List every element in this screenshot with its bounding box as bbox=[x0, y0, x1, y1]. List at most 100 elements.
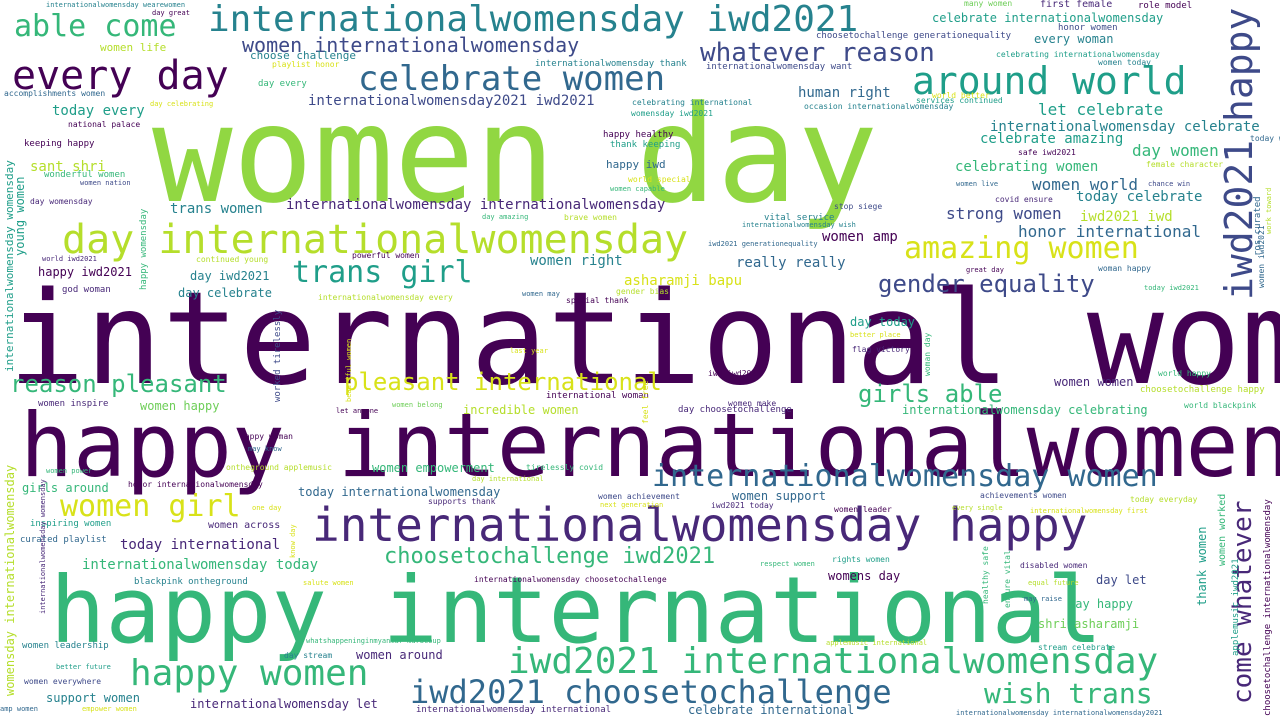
word: blackpink ontheground bbox=[134, 577, 248, 587]
word: beautiful women bbox=[345, 338, 353, 402]
word: girls around bbox=[22, 481, 109, 495]
word: international women bbox=[8, 265, 1280, 414]
word: keeping happy bbox=[24, 139, 95, 149]
word: women women bbox=[1054, 375, 1134, 389]
word: women everywhere bbox=[24, 677, 102, 686]
word: last year bbox=[510, 347, 548, 355]
word: young women bbox=[13, 176, 27, 256]
word: day every bbox=[258, 79, 307, 89]
word: day celebrating bbox=[150, 100, 214, 108]
word: women may bbox=[522, 290, 560, 298]
word: better place bbox=[850, 331, 901, 339]
word: thank women bbox=[1195, 526, 1209, 606]
word: disabled women bbox=[1020, 561, 1088, 570]
word: happy bbox=[1217, 7, 1261, 122]
word: womensday internationalwomensday bbox=[3, 464, 17, 696]
word: incredible women bbox=[463, 403, 579, 417]
word: women leader bbox=[834, 505, 892, 514]
word: happy womensday bbox=[139, 208, 149, 290]
word: better future bbox=[56, 663, 111, 671]
word: women leadership bbox=[22, 641, 109, 651]
word: today celebrate bbox=[1076, 189, 1203, 205]
word: internationalwomensday celebrating bbox=[902, 403, 1148, 417]
word: internationalwomensday thank bbox=[535, 59, 687, 69]
word: great day bbox=[966, 266, 1004, 274]
word: day international bbox=[472, 475, 544, 483]
word: safe iwd2021 bbox=[1018, 148, 1076, 157]
word: honor women bbox=[1058, 23, 1118, 33]
word: day internationalwomensday bbox=[62, 217, 689, 263]
word: day happy bbox=[1068, 597, 1134, 611]
word: playlist honor bbox=[272, 60, 340, 69]
word: women live bbox=[956, 180, 999, 188]
word: celebrate amazing bbox=[980, 131, 1124, 147]
word: girls able bbox=[858, 380, 1003, 408]
word: day choosetochallenge bbox=[678, 405, 792, 415]
word: happy internationalwomensday bbox=[20, 394, 1280, 497]
word: international woman bbox=[546, 391, 649, 401]
word: day today bbox=[850, 315, 916, 329]
word: happy women bbox=[130, 653, 369, 694]
word: women life bbox=[100, 41, 167, 54]
word: women amp bbox=[822, 229, 898, 245]
word: today every bbox=[52, 103, 145, 119]
word: thank keeping bbox=[610, 140, 681, 150]
word: internationalwomensday want bbox=[706, 62, 853, 72]
word: healthy safe bbox=[981, 546, 990, 604]
word: today internationalwomensday bbox=[298, 485, 501, 499]
word: day great bbox=[152, 9, 190, 17]
word: respect women bbox=[760, 560, 815, 568]
word: women around bbox=[356, 648, 443, 662]
word: trans women bbox=[170, 201, 263, 217]
word: amp women bbox=[0, 705, 38, 713]
word: day amazing bbox=[482, 213, 529, 221]
word: internationalwomensday international bbox=[416, 705, 612, 715]
word: women day bbox=[152, 77, 879, 233]
word: inspiring women bbox=[30, 519, 112, 529]
word: curated playlist bbox=[20, 535, 107, 545]
word: shri asharamji bbox=[1038, 617, 1140, 631]
word: world blackpink bbox=[1184, 401, 1257, 410]
word: choosetochallenge happy bbox=[1140, 385, 1265, 395]
word: special thank bbox=[566, 296, 629, 305]
word: applemusic iwd2021 bbox=[1231, 558, 1241, 656]
word: human right bbox=[798, 85, 891, 101]
word: women internationalwomensday bbox=[242, 33, 580, 57]
word: internationalwomensday wearewomen bbox=[46, 1, 186, 9]
word: women right bbox=[530, 253, 623, 269]
word: celebrate women bbox=[358, 59, 666, 99]
word: women happy bbox=[140, 399, 220, 413]
word: ensure vital bbox=[1003, 550, 1012, 608]
word: whatshappeninginmyanmar mar8coup bbox=[306, 637, 441, 645]
word: pleasant international bbox=[344, 368, 662, 396]
word: today iwd2021 bbox=[1144, 284, 1199, 292]
word: continued young bbox=[196, 255, 269, 264]
word: ontheground applemusic bbox=[226, 463, 332, 472]
word: happy iwd2021 bbox=[38, 265, 132, 279]
word: next generation bbox=[600, 501, 664, 509]
word: iwd2021 generationequality bbox=[708, 240, 818, 248]
word: role model bbox=[1138, 1, 1193, 11]
word: women nation bbox=[80, 179, 131, 187]
word: women world bbox=[1032, 175, 1138, 194]
word: celebrating women bbox=[955, 159, 1099, 175]
word: one day bbox=[252, 504, 282, 512]
word: internationalwomensday women bbox=[652, 459, 1158, 494]
word: stream celebrate bbox=[1038, 643, 1116, 652]
word: iwd2021 iwd bbox=[1080, 209, 1173, 225]
word: women belong bbox=[392, 401, 443, 409]
word: day womensday bbox=[30, 197, 93, 206]
word: equal future bbox=[1028, 579, 1079, 587]
word: tirelessly covid bbox=[526, 463, 604, 472]
word: empower women bbox=[82, 705, 137, 713]
word: women achievement bbox=[598, 492, 680, 501]
word: honor internationalwomensday bbox=[128, 480, 263, 489]
word: feel free bbox=[641, 380, 650, 424]
word: happy international bbox=[50, 557, 1103, 664]
word: strong women bbox=[946, 204, 1062, 223]
word: womensday iwd2021 bbox=[631, 109, 713, 118]
word: internationalwomensday celebrate bbox=[990, 119, 1260, 135]
word: women make bbox=[728, 399, 777, 408]
word: work toward bbox=[1265, 187, 1273, 234]
